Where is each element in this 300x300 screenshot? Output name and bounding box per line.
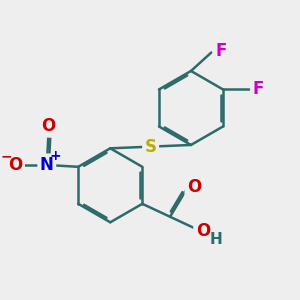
- Text: F: F: [253, 80, 264, 98]
- Text: S: S: [145, 138, 157, 156]
- Text: +: +: [50, 149, 61, 163]
- Text: H: H: [210, 232, 223, 247]
- Text: O: O: [41, 117, 56, 135]
- Text: O: O: [196, 222, 210, 240]
- Text: F: F: [215, 42, 226, 60]
- Text: N: N: [40, 156, 54, 174]
- Text: O: O: [8, 156, 22, 174]
- Text: O: O: [187, 178, 201, 196]
- Text: −: −: [0, 150, 12, 164]
